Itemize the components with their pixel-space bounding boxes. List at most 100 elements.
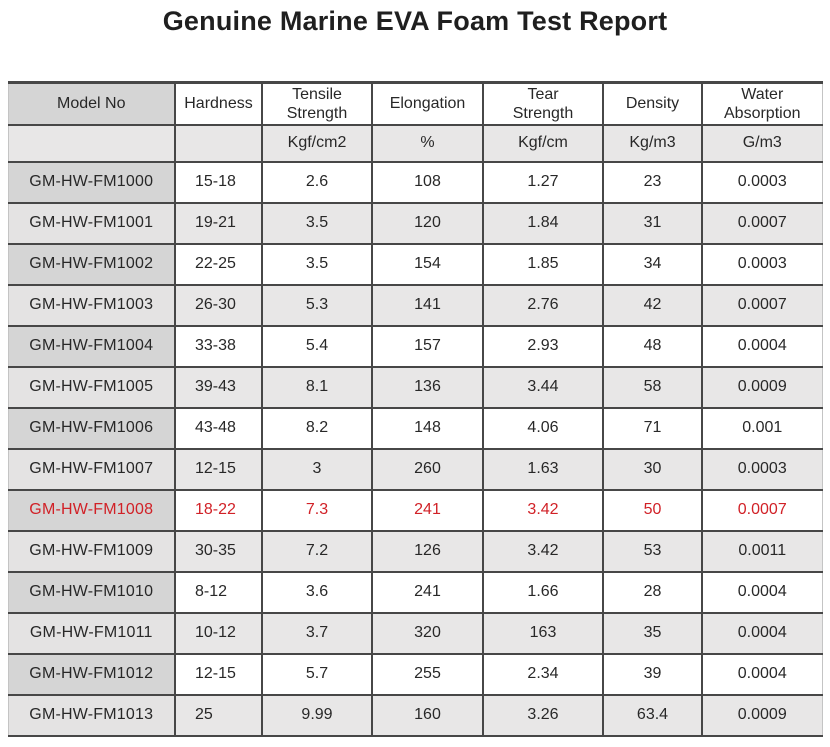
- tear-strength-cell: 3.42: [482, 529, 604, 573]
- units-row: Kgf/cm2 % Kgf/cm Kg/m3 G/m3: [7, 123, 823, 163]
- elongation-cell: 108: [371, 160, 484, 204]
- water-absorption-cell: 0.0007: [701, 201, 823, 245]
- test-report-table: Model No Hardness Tensile Strength Elong…: [7, 81, 823, 737]
- tear-strength-cell: 163: [482, 611, 604, 655]
- table-row: GM-HW-FM1005 39-43 8.1 136 3.44 58 0.000…: [7, 365, 823, 409]
- density-cell: 39: [602, 652, 703, 696]
- table-row: GM-HW-FM1001 19-21 3.5 120 1.84 31 0.000…: [7, 201, 823, 245]
- col-header-water-absorption: Water Absorption: [701, 81, 823, 126]
- elongation-cell: 148: [371, 406, 484, 450]
- density-cell: 48: [602, 324, 703, 368]
- hardness-cell: 22-25: [174, 242, 263, 286]
- tensile-strength-cell: 7.2: [261, 529, 373, 573]
- tensile-strength-cell: 8.1: [261, 365, 373, 409]
- hardness-cell: 25: [174, 693, 263, 737]
- density-cell: 34: [602, 242, 703, 286]
- water-absorption-cell: 0.0003: [701, 160, 823, 204]
- water-absorption-cell: 0.0009: [701, 365, 823, 409]
- table-row: GM-HW-FM1013 25 9.99 160 3.26 63.4 0.000…: [7, 693, 823, 737]
- water-absorption-cell: 0.0007: [701, 488, 823, 532]
- col-header-hardness: Hardness: [174, 81, 263, 126]
- density-cell: 63.4: [602, 693, 703, 737]
- model-no-cell: GM-HW-FM1001: [7, 201, 176, 245]
- table-row: GM-HW-FM1007 12-15 3 260 1.63 30 0.0003: [7, 447, 823, 491]
- water-absorption-cell: 0.0003: [701, 242, 823, 286]
- water-absorption-cell: 0.0004: [701, 570, 823, 614]
- col-header-density: Density: [602, 81, 703, 126]
- tear-strength-cell: 3.26: [482, 693, 604, 737]
- model-no-cell: GM-HW-FM1006: [7, 406, 176, 450]
- model-no-cell: GM-HW-FM1007: [7, 447, 176, 491]
- model-no-cell: GM-HW-FM1004: [7, 324, 176, 368]
- elongation-cell: 160: [371, 693, 484, 737]
- tensile-strength-cell: 3.7: [261, 611, 373, 655]
- density-cell: 50: [602, 488, 703, 532]
- water-absorption-cell: 0.0009: [701, 693, 823, 737]
- tensile-strength-cell: 8.2: [261, 406, 373, 450]
- col-header-tear-strength: Tear Strength: [482, 81, 604, 126]
- unit-model-no: [7, 123, 176, 163]
- tensile-strength-cell: 3: [261, 447, 373, 491]
- hardness-cell: 33-38: [174, 324, 263, 368]
- tensile-strength-cell: 3.5: [261, 201, 373, 245]
- table-row: GM-HW-FM1009 30-35 7.2 126 3.42 53 0.001…: [7, 529, 823, 573]
- table-row: GM-HW-FM1000 15-18 2.6 108 1.27 23 0.000…: [7, 160, 823, 204]
- elongation-cell: 241: [371, 488, 484, 532]
- model-no-cell: GM-HW-FM1003: [7, 283, 176, 327]
- elongation-cell: 126: [371, 529, 484, 573]
- density-cell: 23: [602, 160, 703, 204]
- unit-water-absorption: G/m3: [701, 123, 823, 163]
- elongation-cell: 136: [371, 365, 484, 409]
- water-absorption-cell: 0.0004: [701, 324, 823, 368]
- density-cell: 71: [602, 406, 703, 450]
- model-no-cell: GM-HW-FM1013: [7, 693, 176, 737]
- hardness-cell: 30-35: [174, 529, 263, 573]
- unit-elongation: %: [371, 123, 484, 163]
- density-cell: 42: [602, 283, 703, 327]
- water-absorption-cell: 0.0003: [701, 447, 823, 491]
- unit-density: Kg/m3: [602, 123, 703, 163]
- elongation-cell: 141: [371, 283, 484, 327]
- unit-tensile-strength: Kgf/cm2: [261, 123, 373, 163]
- elongation-cell: 320: [371, 611, 484, 655]
- model-no-cell: GM-HW-FM1012: [7, 652, 176, 696]
- hardness-cell: 26-30: [174, 283, 263, 327]
- model-no-cell: GM-HW-FM1010: [7, 570, 176, 614]
- tear-strength-cell: 1.84: [482, 201, 604, 245]
- model-no-cell: GM-HW-FM1009: [7, 529, 176, 573]
- elongation-cell: 120: [371, 201, 484, 245]
- unit-hardness: [174, 123, 263, 163]
- tensile-strength-cell: 7.3: [261, 488, 373, 532]
- hardness-cell: 12-15: [174, 447, 263, 491]
- tensile-strength-cell: 5.3: [261, 283, 373, 327]
- tensile-strength-cell: 5.4: [261, 324, 373, 368]
- model-no-cell: GM-HW-FM1002: [7, 242, 176, 286]
- density-cell: 58: [602, 365, 703, 409]
- tensile-strength-cell: 2.6: [261, 160, 373, 204]
- tear-strength-cell: 2.76: [482, 283, 604, 327]
- tear-strength-cell: 2.34: [482, 652, 604, 696]
- water-absorption-cell: 0.0007: [701, 283, 823, 327]
- tear-strength-cell: 1.27: [482, 160, 604, 204]
- tear-strength-cell: 3.42: [482, 488, 604, 532]
- water-absorption-cell: 0.0011: [701, 529, 823, 573]
- tear-strength-cell: 1.63: [482, 447, 604, 491]
- density-cell: 31: [602, 201, 703, 245]
- tear-strength-cell: 2.93: [482, 324, 604, 368]
- hardness-cell: 10-12: [174, 611, 263, 655]
- model-no-cell: GM-HW-FM1011: [7, 611, 176, 655]
- table-row: GM-HW-FM1004 33-38 5.4 157 2.93 48 0.000…: [7, 324, 823, 368]
- density-cell: 35: [602, 611, 703, 655]
- tear-strength-cell: 1.85: [482, 242, 604, 286]
- hardness-cell: 8-12: [174, 570, 263, 614]
- water-absorption-cell: 0.0004: [701, 611, 823, 655]
- tear-strength-cell: 1.66: [482, 570, 604, 614]
- col-header-model-no: Model No: [7, 81, 176, 126]
- table-row: GM-HW-FM1010 8-12 3.6 241 1.66 28 0.0004: [7, 570, 823, 614]
- density-cell: 53: [602, 529, 703, 573]
- water-absorption-cell: 0.001: [701, 406, 823, 450]
- elongation-cell: 241: [371, 570, 484, 614]
- model-no-cell: GM-HW-FM1005: [7, 365, 176, 409]
- tensile-strength-cell: 3.5: [261, 242, 373, 286]
